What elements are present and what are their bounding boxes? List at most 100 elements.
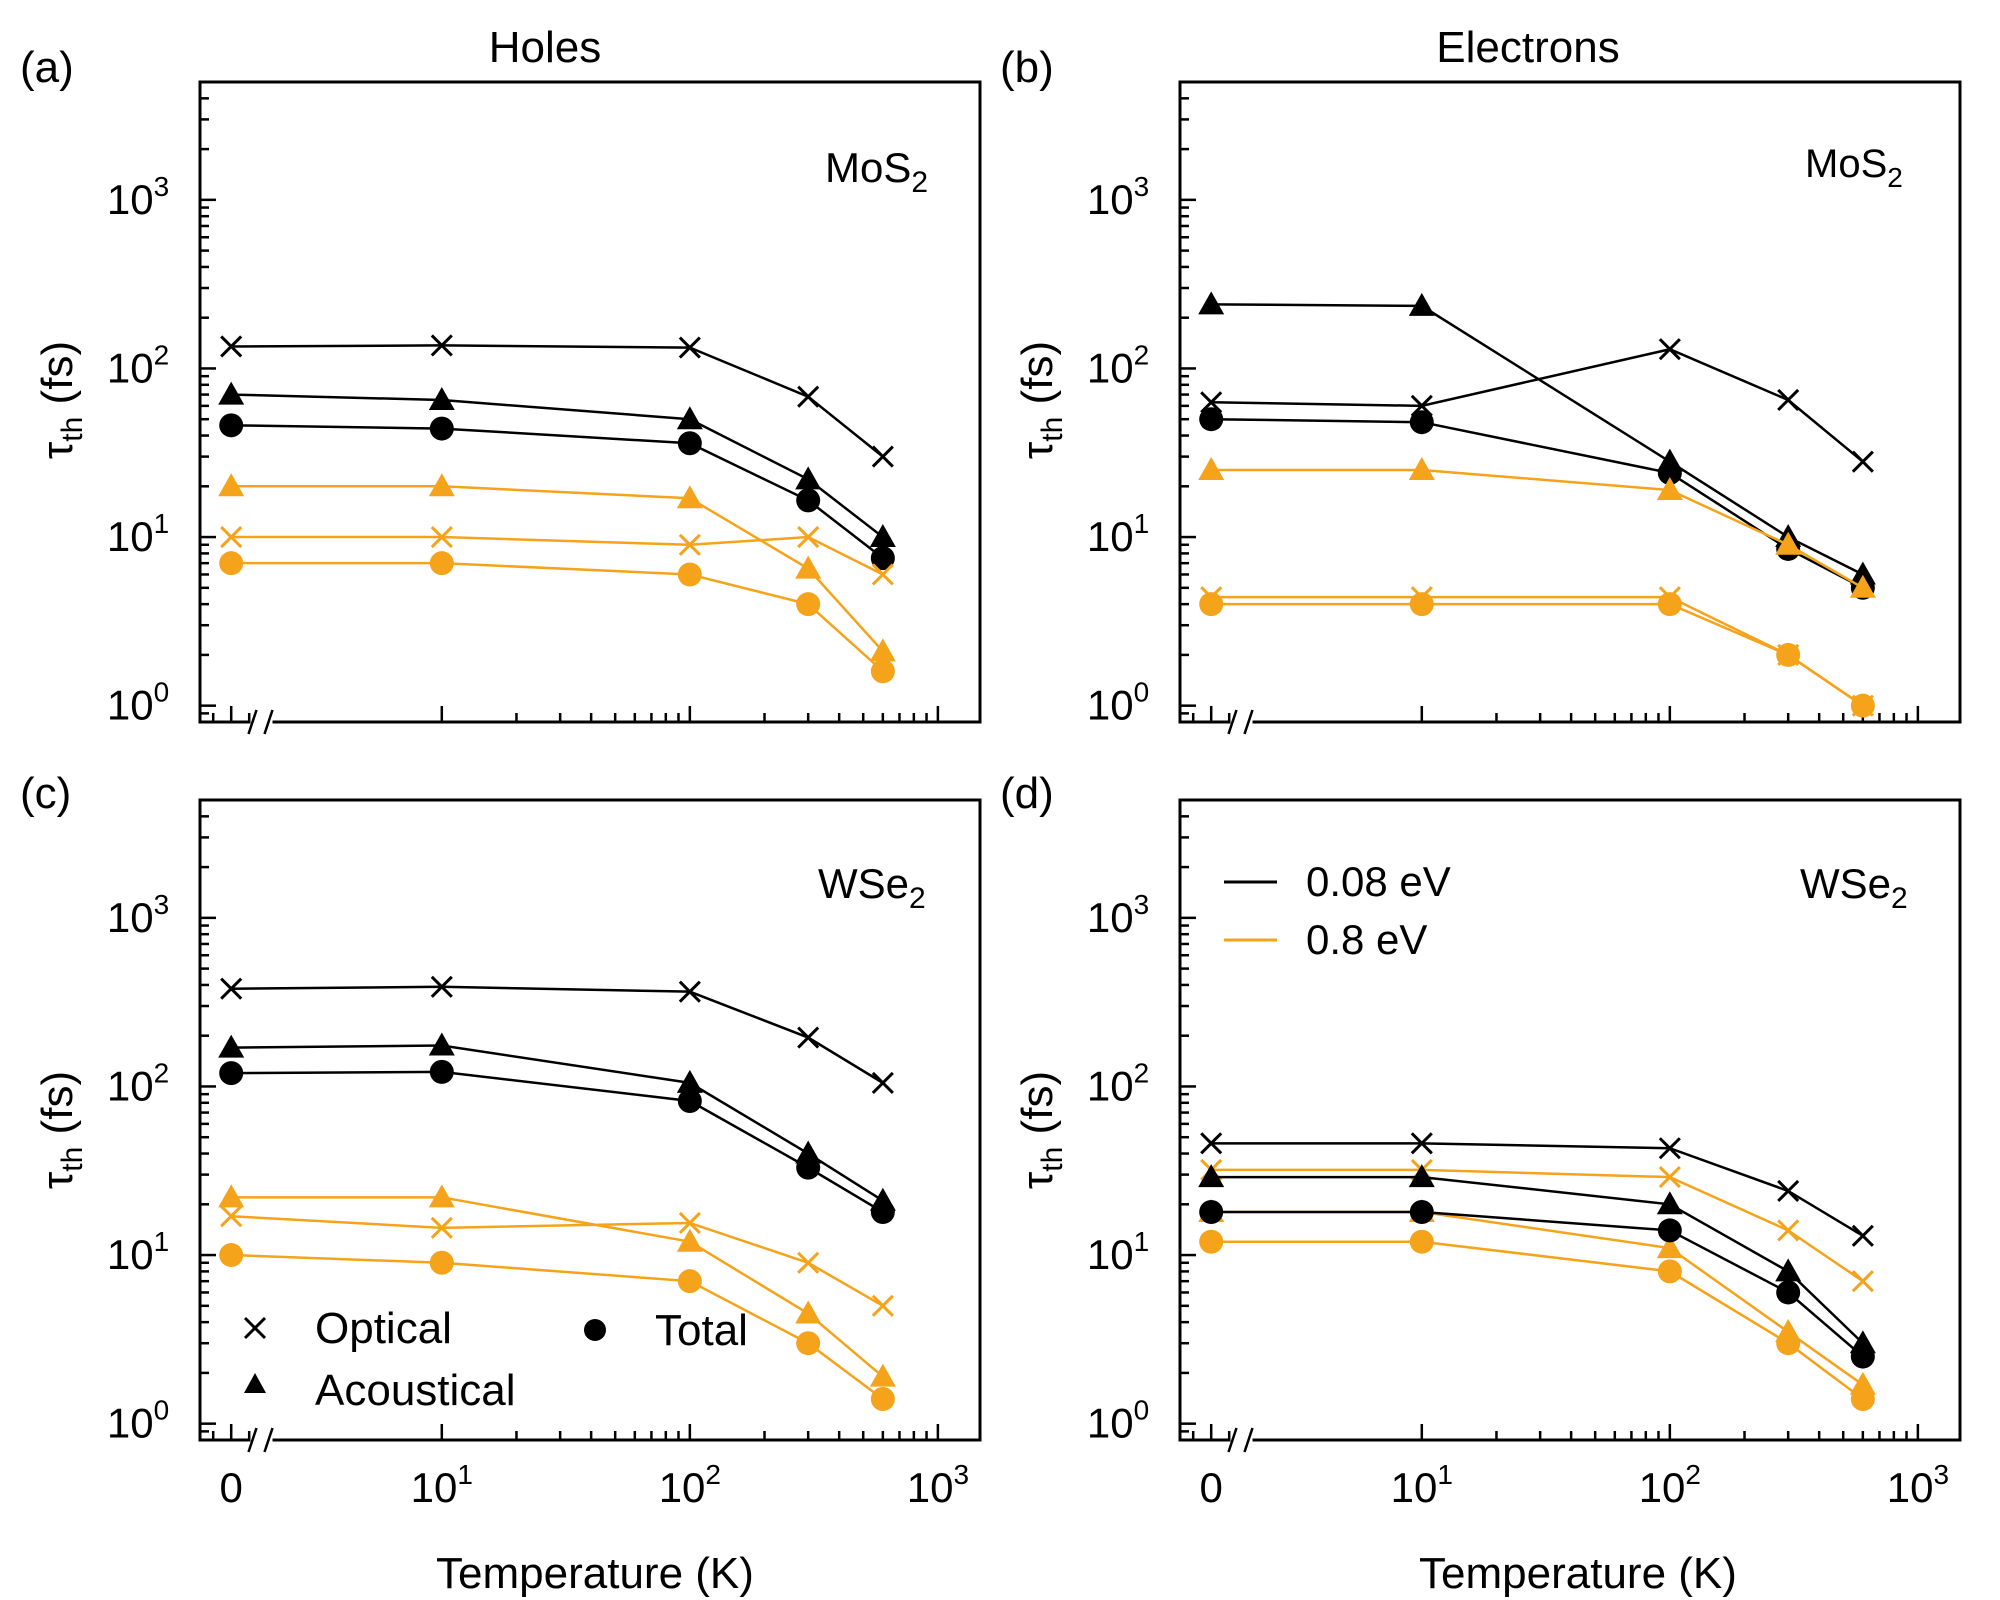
- data-point-circle: [1850, 1387, 1875, 1412]
- data-point-circle: [677, 1269, 702, 1294]
- x-marker-stroke: [678, 980, 701, 1003]
- series-line: [231, 985, 884, 1084]
- series-line: [1211, 595, 1864, 707]
- series-circle-low: [219, 1059, 895, 1225]
- data-point-x-marker: [678, 1211, 701, 1235]
- data-point-x-marker: [797, 1026, 820, 1049]
- data-point-x-marker: [871, 1071, 894, 1094]
- x-tick-label: 101: [1391, 1459, 1453, 1511]
- panel-b-material: MoS2: [1805, 142, 1903, 193]
- data-point-triangle: [795, 555, 822, 579]
- series-triangle-high: [1198, 1199, 1876, 1395]
- data-point-circle: [796, 488, 821, 513]
- data-point-x-marker: [1658, 1137, 1681, 1160]
- data-point-triangle: [1656, 1191, 1683, 1215]
- y-tick-label: 103: [107, 889, 169, 941]
- data-point-x-marker: [871, 445, 894, 468]
- x-marker-stroke: [1200, 1132, 1223, 1155]
- y-tick-exponent: 1: [1134, 508, 1150, 539]
- series-circle-low: [1199, 1200, 1875, 1369]
- axis-break-mark: [1227, 709, 1238, 735]
- data-point-triangle: [1408, 456, 1435, 480]
- series-line: [1211, 468, 1864, 589]
- x-tick-base: 10: [1639, 1464, 1686, 1511]
- x-marker-stroke: [678, 1211, 701, 1235]
- series-circle-low: [219, 413, 895, 571]
- y-tick-exponent: 0: [1134, 1395, 1150, 1426]
- x-tick-exponent: 1: [457, 1459, 473, 1490]
- y-tick-label: 100: [1087, 1395, 1149, 1447]
- data-point-triangle: [218, 1184, 245, 1208]
- data-point-circle: [1199, 1229, 1224, 1254]
- series-x-high: [220, 525, 894, 586]
- x-marker-stroke: [1851, 450, 1874, 473]
- y-tick-label: 103: [1087, 171, 1149, 223]
- legend-total-marker-icon: [584, 1319, 606, 1341]
- y-tick-exponent: 2: [1134, 1057, 1150, 1088]
- data-point-circle: [1657, 460, 1682, 485]
- series-line: [231, 561, 884, 673]
- series-x-low: [1200, 338, 1874, 473]
- series-line: [231, 1044, 884, 1202]
- y-tick-label: 101: [107, 508, 169, 560]
- panel-d-material: WSe2: [1800, 860, 1908, 915]
- data-point-triangle: [1408, 1164, 1435, 1188]
- y-axis-label-d: τth (fs): [1013, 1071, 1069, 1189]
- y-tick-base: 10: [107, 1231, 154, 1278]
- panel-c-letter: (c): [20, 769, 71, 818]
- data-point-x-marker: [1410, 1132, 1433, 1155]
- column-title-electrons: Electrons: [1436, 23, 1619, 72]
- data-point-circle: [1409, 592, 1434, 617]
- y-tick-label: 102: [1087, 1057, 1149, 1109]
- x-tick-label: 102: [1639, 1459, 1701, 1511]
- x-marker-stroke: [1777, 388, 1800, 412]
- data-point-x-marker: [1200, 1132, 1223, 1155]
- y-tick-label: 102: [107, 1057, 169, 1109]
- data-point-circle: [796, 1155, 821, 1180]
- data-point-circle: [429, 416, 454, 441]
- data-point-triangle: [676, 1228, 703, 1252]
- y-tick-label: 103: [1087, 889, 1149, 941]
- data-point-triangle: [869, 1363, 896, 1387]
- x-tick-exponent: 3: [953, 1459, 969, 1490]
- y-tick-exponent: 2: [154, 1057, 170, 1088]
- y-tick-base: 10: [1087, 894, 1134, 941]
- x-tick-label: 0: [1200, 1464, 1223, 1511]
- x-tick-base: 10: [907, 1464, 954, 1511]
- x-tick-label: 103: [907, 1459, 969, 1511]
- data-point-triangle: [1656, 1235, 1683, 1259]
- series-x-low: [1200, 1132, 1874, 1247]
- y-tick-base: 10: [107, 344, 154, 391]
- y-tick-label: 100: [107, 1395, 169, 1447]
- x-marker-stroke: [678, 336, 701, 359]
- data-point-triangle: [1198, 1164, 1225, 1188]
- data-point-circle: [429, 1059, 454, 1084]
- x-marker-stroke: [1658, 1137, 1681, 1160]
- data-point-triangle: [1198, 456, 1225, 480]
- data-point-triangle: [1849, 574, 1876, 598]
- y-tick-exponent: 3: [1134, 889, 1150, 920]
- axis-break-mark: [247, 709, 258, 735]
- series-triangle-high: [218, 1184, 896, 1387]
- data-point-x-marker: [797, 525, 820, 549]
- y-tick-base: 10: [107, 513, 154, 560]
- data-point-circle: [796, 1331, 821, 1356]
- data-point-triangle: [1198, 291, 1225, 315]
- x-marker-stroke: [430, 525, 453, 549]
- data-point-circle: [1409, 410, 1434, 435]
- series-x-low: [220, 334, 894, 468]
- x-marker-stroke: [797, 525, 820, 549]
- y-tick-label: 103: [107, 171, 169, 223]
- series-triangle-high: [218, 473, 896, 662]
- x-tick-base: 0: [1200, 1464, 1223, 1511]
- y-tick-base: 10: [1087, 1400, 1134, 1447]
- data-point-circle: [1199, 592, 1224, 617]
- data-point-x-marker: [430, 1216, 453, 1239]
- legend-optical-label: Optical: [315, 1304, 452, 1353]
- y-tick-base: 10: [107, 1062, 154, 1109]
- y-tick-base: 10: [1087, 1062, 1134, 1109]
- y-tick-base: 10: [1087, 1231, 1134, 1278]
